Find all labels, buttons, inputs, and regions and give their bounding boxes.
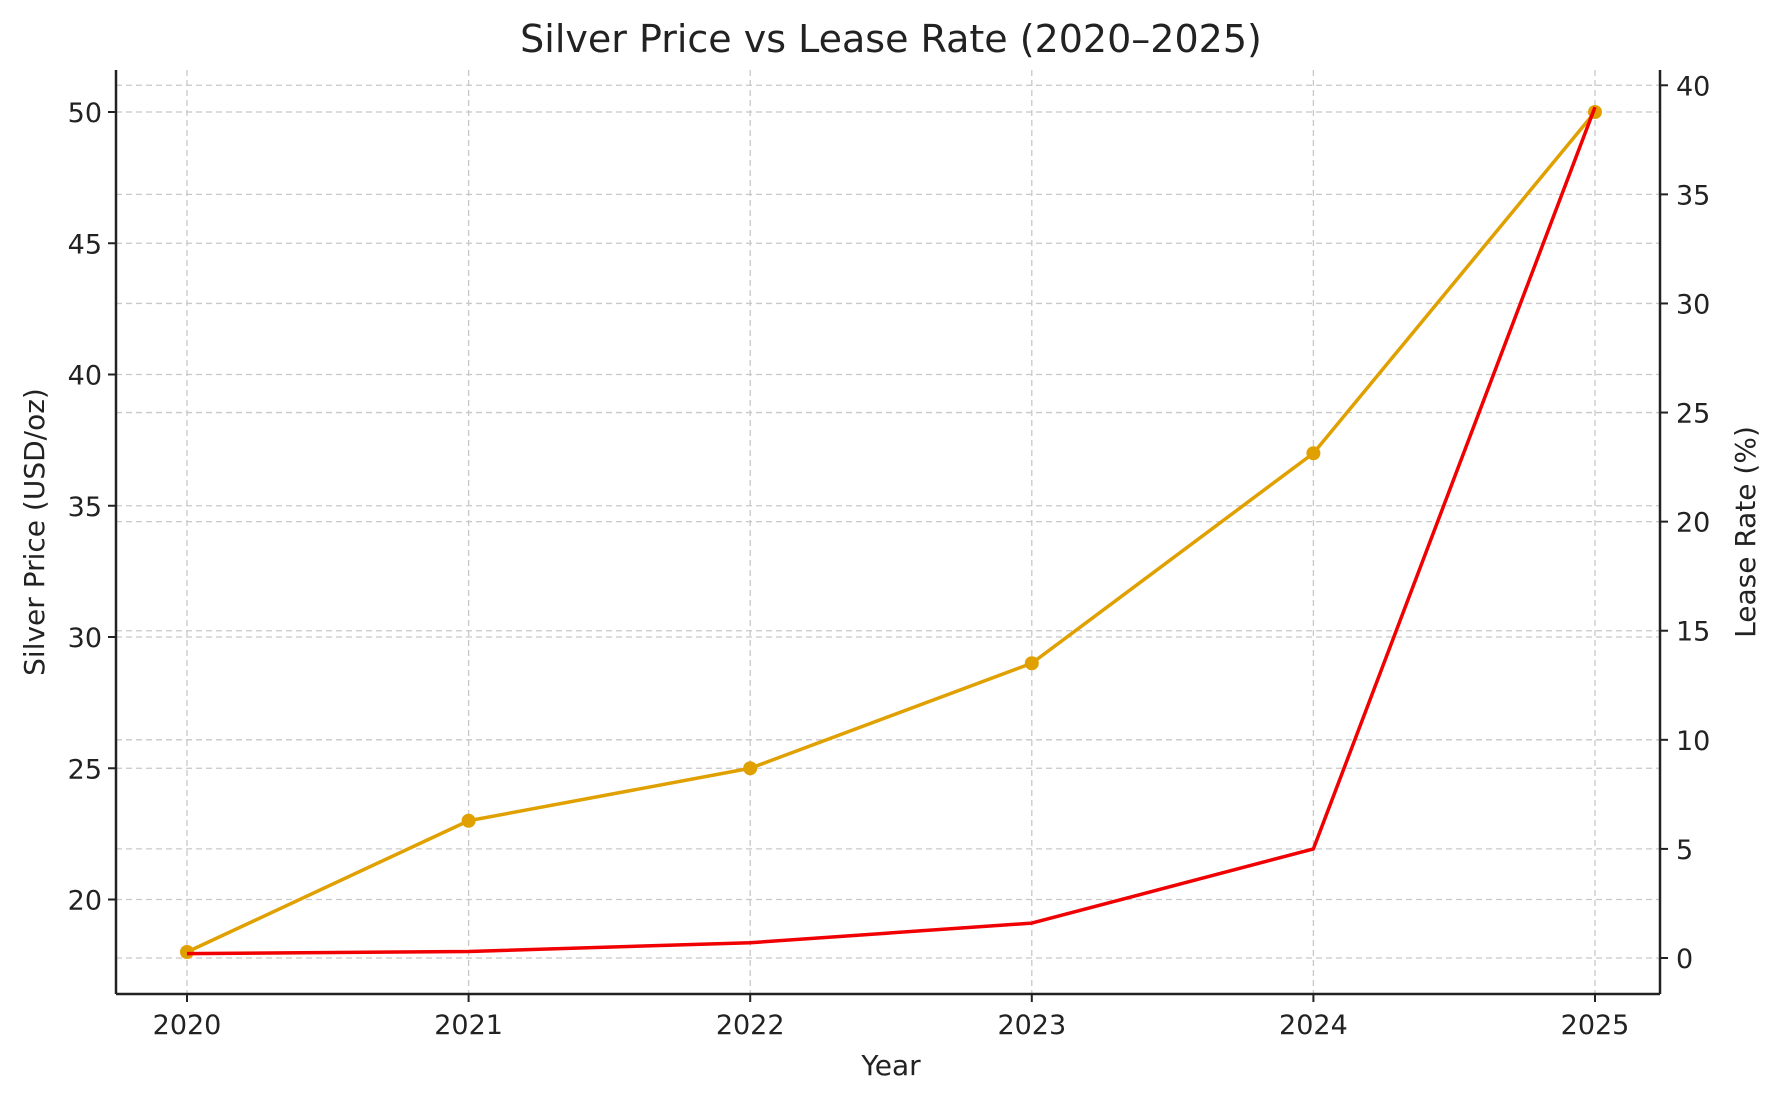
x-tick-label: 2024: [1279, 1010, 1348, 1041]
y-left-tick-label: 25: [68, 754, 102, 785]
y-left-tick-label: 40: [68, 361, 102, 392]
y-right-tick-label: 25: [1676, 399, 1710, 430]
price-point: [743, 761, 758, 776]
y-left-tick-label: 35: [68, 492, 102, 523]
y-right-tick-label: 15: [1676, 617, 1710, 648]
series: [180, 105, 1602, 959]
y-right-tick-label: 20: [1676, 508, 1710, 539]
y-left-tick-label: 30: [68, 623, 102, 654]
x-tick-label: 2022: [716, 1010, 785, 1041]
y-right-tick-label: 0: [1676, 944, 1693, 975]
y-axis-left-label: Silver Price (USD/oz): [18, 388, 51, 676]
y-right-tick-label: 35: [1676, 180, 1710, 211]
lease-rate-line: [186, 106, 1597, 956]
y-right-tick-label: 30: [1676, 289, 1710, 320]
y-right-tick-label: 5: [1676, 835, 1693, 866]
x-axis-label: Year: [860, 1049, 921, 1082]
x-tick-label: 2025: [1561, 1010, 1630, 1041]
chart-title: Silver Price vs Lease Rate (2020–2025): [520, 17, 1262, 61]
y-left-tick-label: 45: [68, 229, 102, 260]
y-right-tick-label: 40: [1676, 71, 1710, 102]
y-axis-right-label: Lease Rate (%): [1729, 426, 1762, 638]
x-tick-label: 2020: [153, 1010, 222, 1041]
y-right-tick-label: 10: [1676, 726, 1710, 757]
price-point: [1306, 446, 1321, 461]
axes: 2020 2021 2022 2023 2024 20252025303540455005…: [68, 70, 1710, 1041]
y-left-tick-label: 20: [68, 886, 102, 917]
grid: [116, 70, 1660, 994]
price-point: [1024, 656, 1039, 671]
price-point: [461, 813, 476, 828]
price-line: [186, 110, 1597, 954]
y-left-tick-label: 50: [68, 98, 102, 129]
x-tick-label: 2023: [997, 1010, 1066, 1041]
x-tick-label: 2021: [434, 1010, 503, 1041]
